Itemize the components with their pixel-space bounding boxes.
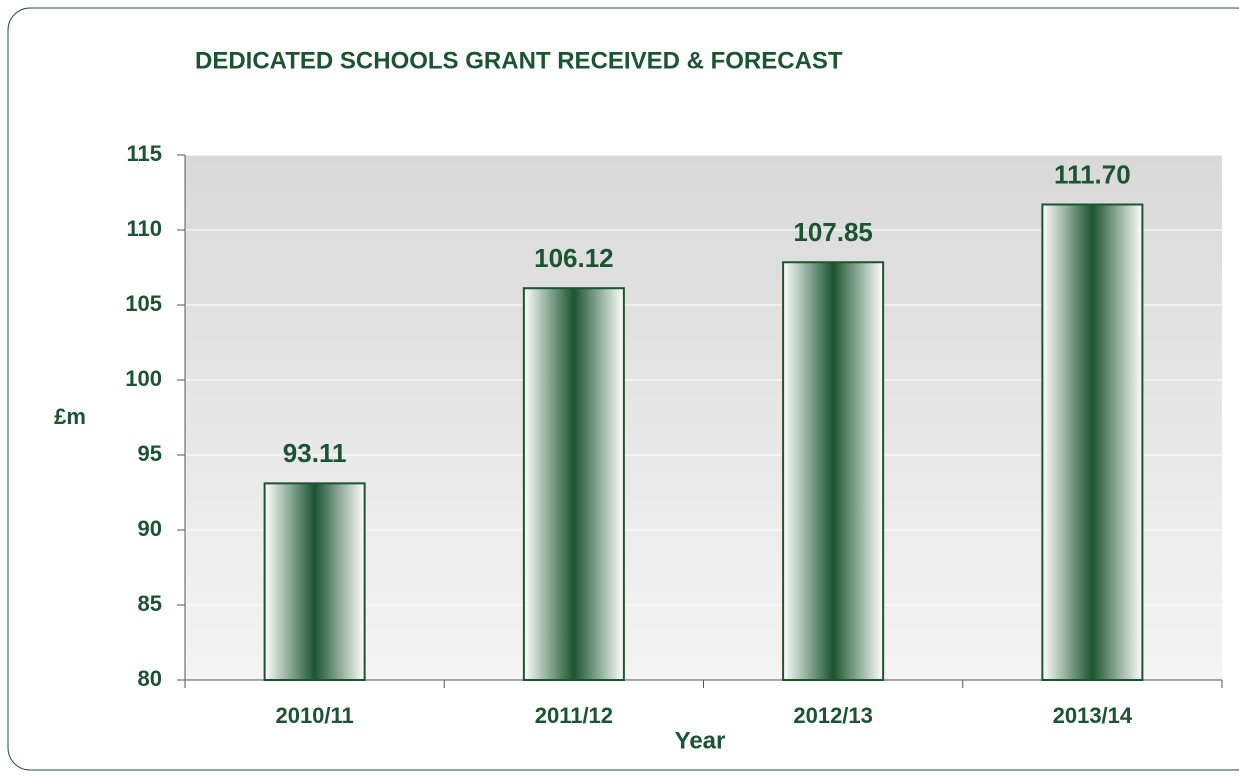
y-tick-label: 105 xyxy=(125,291,162,316)
y-tick-label: 110 xyxy=(127,216,163,241)
y-axis-label: £m xyxy=(54,404,86,429)
bar xyxy=(263,482,366,681)
y-tick-label: 95 xyxy=(138,441,162,466)
y-tick-label: 115 xyxy=(127,141,163,166)
bar xyxy=(1041,203,1144,681)
x-tick-label: 2012/13 xyxy=(793,703,873,728)
frame xyxy=(7,7,1239,771)
value-label: 107.85 xyxy=(793,217,873,247)
y-tick-label: 80 xyxy=(138,666,162,691)
bar xyxy=(782,261,885,681)
y-tick-label: 90 xyxy=(138,516,162,541)
x-axis-label: Year xyxy=(675,727,726,754)
chart-title: DEDICATED SCHOOLS GRANT RECEIVED & FOREC… xyxy=(195,47,843,74)
bar xyxy=(522,287,625,681)
value-label: 93.11 xyxy=(283,438,347,468)
x-tick-label: 2013/14 xyxy=(1053,703,1133,728)
y-tick-label: 85 xyxy=(138,591,162,616)
x-tick-label: 2010/11 xyxy=(275,703,353,728)
x-tick-label: 2011/12 xyxy=(535,703,613,728)
value-label: 106.12 xyxy=(534,243,614,273)
y-tick-label: 100 xyxy=(125,366,162,391)
value-label: 111.70 xyxy=(1054,159,1131,189)
